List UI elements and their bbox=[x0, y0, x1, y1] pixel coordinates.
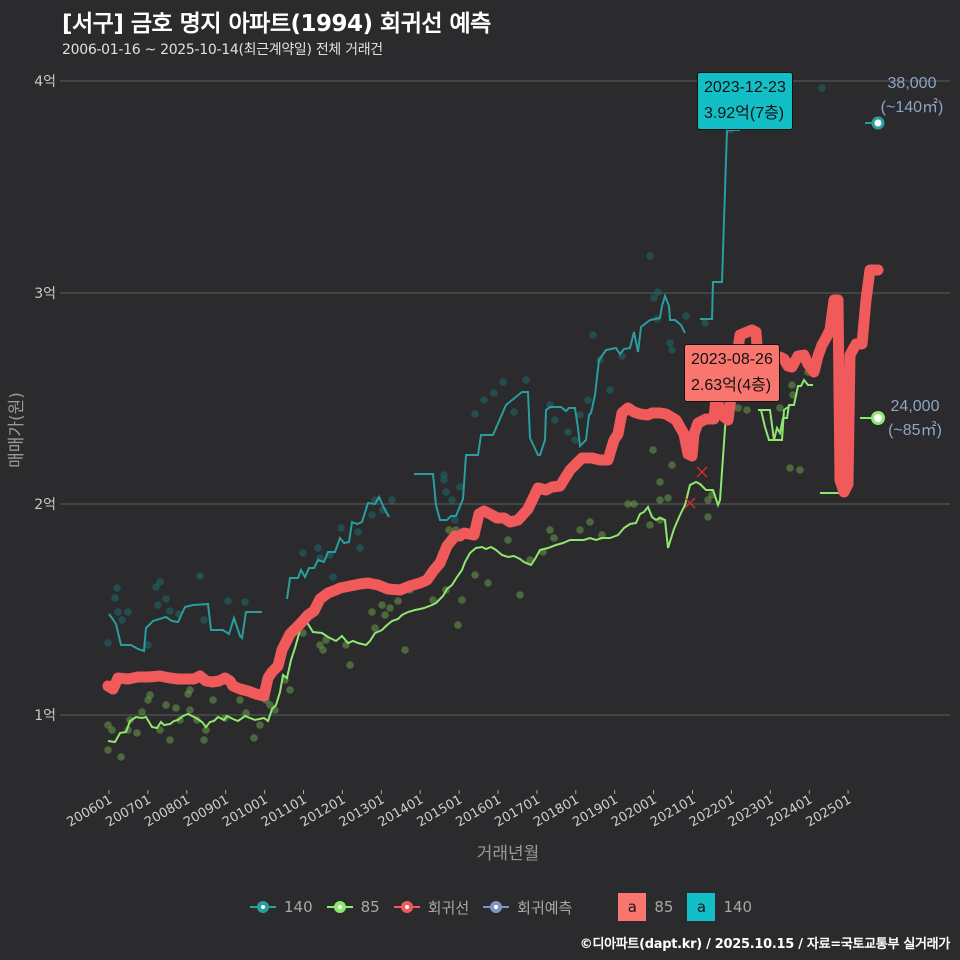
tooltip-85-date: 2023-08-26 bbox=[691, 351, 773, 368]
svg-text:3억: 3억 bbox=[34, 286, 56, 302]
legend-box-140[interactable]: a 140 bbox=[687, 893, 752, 921]
series-140-line bbox=[108, 97, 878, 653]
series-85-line bbox=[107, 399, 878, 744]
legend-item-regression[interactable]: 회귀선 bbox=[393, 897, 469, 918]
page-title: [서구] 금호 명지 아파트(1994) 회귀선 예측 bbox=[62, 11, 491, 37]
legend-item-prediction[interactable]: 회귀예측 bbox=[483, 897, 572, 918]
y-axis-labels: 4억 3억 2억 1억 bbox=[34, 74, 56, 724]
legend-box-icon: a bbox=[687, 893, 716, 921]
tooltip-85: 2023-08-26 2.63억(4층) bbox=[684, 344, 780, 402]
svg-text:4억: 4억 bbox=[34, 74, 56, 90]
legend-key-icon bbox=[250, 899, 276, 915]
outlier-markers bbox=[684, 466, 708, 509]
svg-text:1억: 1억 bbox=[34, 708, 56, 724]
legend-box-85[interactable]: a 85 bbox=[618, 893, 673, 921]
x-tick-label: 202501 bbox=[804, 792, 854, 830]
legend-item-140[interactable]: 140 bbox=[250, 898, 313, 916]
tooltip-85-value: 2.63억(4층) bbox=[691, 377, 772, 394]
legend-box-icon: a bbox=[618, 893, 647, 921]
series-regression-line bbox=[102, 264, 884, 702]
legend: 140 85 회귀선 회귀예측 a 85 a 140 bbox=[250, 893, 766, 921]
tooltip-140-date: 2023-12-23 bbox=[704, 79, 786, 96]
page-subtitle: 2006-01-16 ~ 2025-10-14(최근계약일) 전체 거래건 bbox=[62, 42, 383, 58]
legend-key-icon bbox=[393, 899, 420, 915]
series-85-line-late bbox=[758, 378, 813, 441]
x-axis-ticks: 2006012007012008012009012010012011012012… bbox=[65, 790, 854, 830]
tooltip-140-value: 3.92억(7층) bbox=[704, 105, 785, 122]
end-label-85: 24,000 (~85㎡) bbox=[888, 398, 942, 439]
y-axis-title: 매매가(원) bbox=[7, 392, 27, 468]
footer-credit: ©디아파트(dapt.kr) / 2025.10.15 / 자료=국토교통부 실… bbox=[579, 937, 951, 952]
legend-key-icon bbox=[326, 899, 353, 915]
end-label-140: 38,000 (~140㎡) bbox=[880, 75, 944, 116]
legend-item-85[interactable]: 85 bbox=[326, 898, 380, 916]
gridlines bbox=[60, 80, 950, 716]
svg-text:2억: 2억 bbox=[34, 497, 56, 513]
x-axis-title: 거래년월 bbox=[477, 844, 540, 864]
legend-key-icon bbox=[483, 899, 510, 915]
tooltip-140: 2023-12-23 3.92억(7층) bbox=[697, 72, 793, 130]
